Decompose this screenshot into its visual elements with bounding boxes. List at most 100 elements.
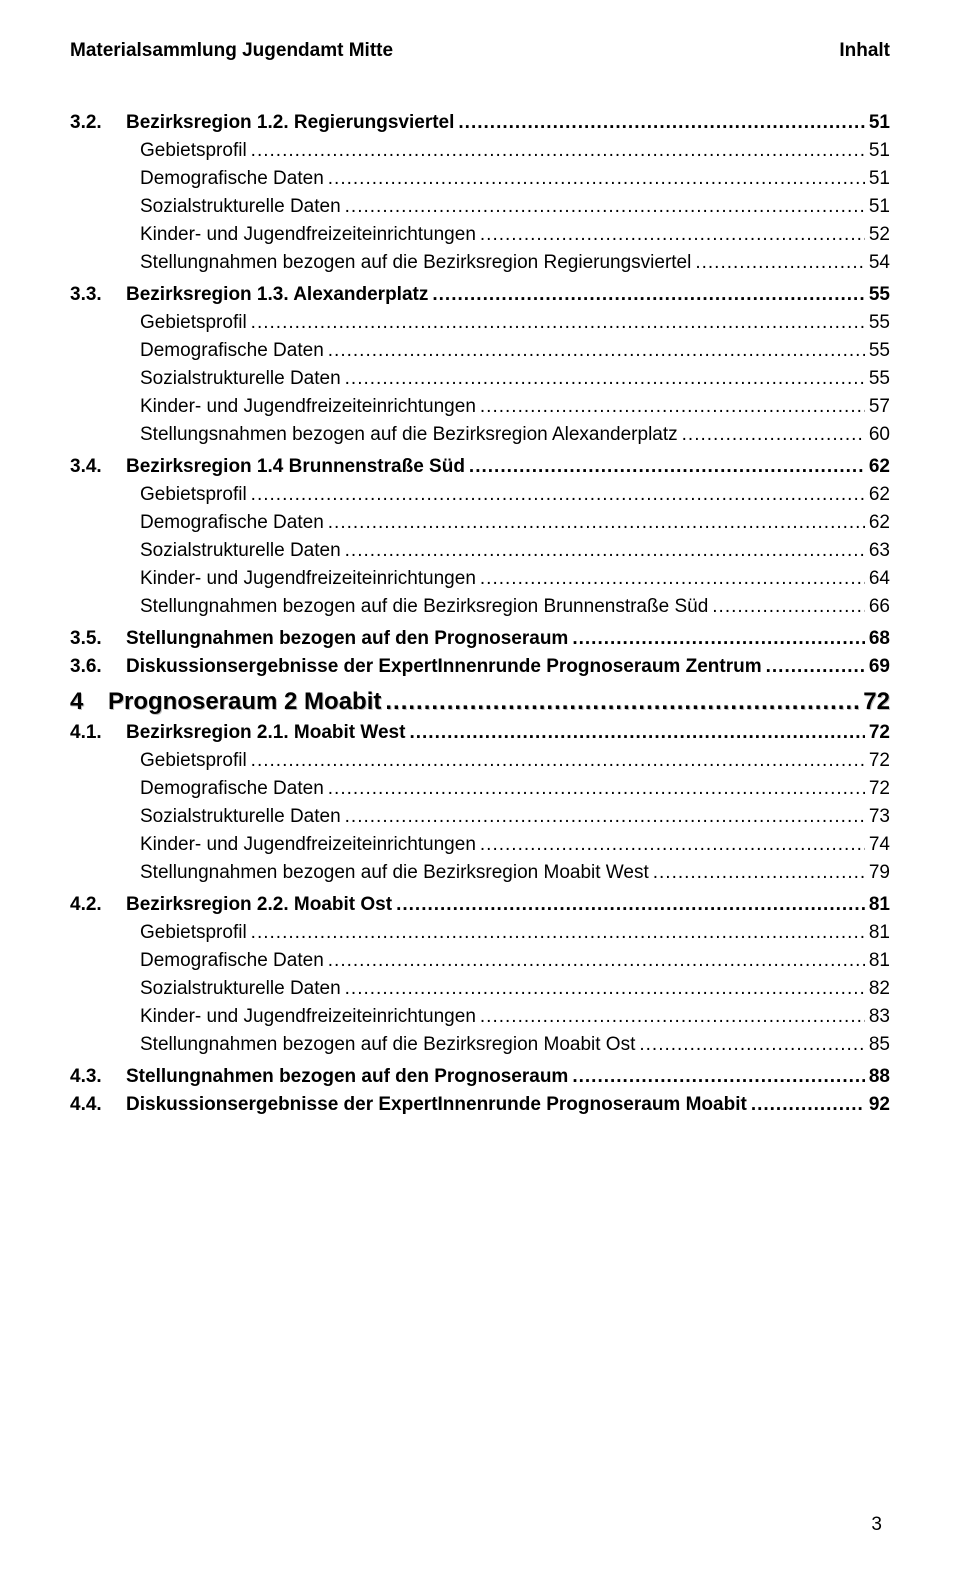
toc-entry-label: Sozialstrukturelle Daten	[140, 978, 341, 1000]
toc-entry-title: Stellungnahmen bezogen auf den Prognoser…	[126, 1066, 568, 1087]
toc-entry-page: 69	[869, 656, 890, 678]
toc-entry-page: 66	[869, 596, 890, 618]
toc-leader	[480, 834, 865, 856]
toc-entry-page: 72	[869, 750, 890, 772]
toc-leader	[251, 922, 865, 944]
toc-entry: 4.1.Bezirksregion 2.1. Moabit West 72	[70, 722, 890, 744]
toc-entry-title: Demografische Daten	[140, 950, 324, 971]
toc-entry-title: Sozialstrukturelle Daten	[140, 978, 341, 999]
toc-entry-title: Gebietsprofil	[140, 312, 247, 333]
toc-entry-page: 81	[869, 922, 890, 944]
toc-entry: 4.2.Bezirksregion 2.2. Moabit Ost 81	[70, 894, 890, 916]
toc-entry-page: 88	[869, 1066, 890, 1088]
toc-entry-page: 62	[869, 484, 890, 506]
toc-entry: 4.3.Stellungnahmen bezogen auf den Progn…	[70, 1066, 890, 1088]
toc-entry: Gebietsprofil 62	[140, 484, 890, 506]
toc-entry-label: 3.3.Bezirksregion 1.3. Alexanderplatz	[70, 284, 428, 306]
toc-entry: Stellungnahmen bezogen auf die Bezirksre…	[140, 252, 890, 274]
toc-entry-label: Stellungnahmen bezogen auf die Bezirksre…	[140, 862, 649, 884]
toc-entry-page: 72	[869, 778, 890, 800]
toc-entry-title: Sozialstrukturelle Daten	[140, 196, 341, 217]
toc-entry: Stellungnahmen bezogen auf die Bezirksre…	[140, 862, 890, 884]
toc-entry-title: Demografische Daten	[140, 168, 324, 189]
toc-entry-title: Gebietsprofil	[140, 750, 247, 771]
toc-entry-label: Kinder- und Jugendfreizeiteinrichtungen	[140, 568, 476, 590]
toc-entry-label: Gebietsprofil	[140, 922, 247, 944]
toc-leader	[572, 628, 865, 650]
toc-entry-label: Gebietsprofil	[140, 312, 247, 334]
toc-entry: Kinder- und Jugendfreizeiteinrichtungen …	[140, 568, 890, 590]
toc-entry-title: Bezirksregion 2.1. Moabit West	[126, 722, 405, 743]
toc-entry-page: 81	[869, 950, 890, 972]
toc-entry-title: Stellungnahmen bezogen auf den Prognoser…	[126, 628, 568, 649]
toc-entry: Gebietsprofil 81	[140, 922, 890, 944]
toc-entry-page: 72	[869, 722, 890, 744]
toc-entry-page: 81	[869, 894, 890, 916]
toc-leader	[639, 1034, 865, 1056]
toc-leader	[251, 484, 865, 506]
header-left: Materialsammlung Jugendamt Mitte	[70, 40, 393, 62]
toc-entry-label: Kinder- und Jugendfreizeiteinrichtungen	[140, 396, 476, 418]
toc-entry-title: Bezirksregion 1.4 Brunnenstraße Süd	[126, 456, 465, 477]
toc-entry-page: 73	[869, 806, 890, 828]
toc-leader	[385, 688, 859, 716]
toc-entry-page: 51	[869, 140, 890, 162]
toc-entry-label: Stellungnahmen bezogen auf die Bezirksre…	[140, 596, 708, 618]
toc-leader	[251, 312, 865, 334]
toc-entry: 3.3.Bezirksregion 1.3. Alexanderplatz 55	[70, 284, 890, 306]
toc-leader	[766, 656, 865, 678]
toc-entry-label: 3.6.Diskussionsergebnisse der ExpertInne…	[70, 656, 762, 678]
toc-entry-number: 4.1.	[70, 722, 126, 744]
toc-entry-page: 79	[869, 862, 890, 884]
table-of-contents: 3.2.Bezirksregion 1.2. Regierungsviertel…	[70, 112, 890, 1116]
toc-entry: Kinder- und Jugendfreizeiteinrichtungen …	[140, 834, 890, 856]
toc-entry-title: Bezirksregion 1.2. Regierungsviertel	[126, 112, 454, 133]
toc-entry: Sozialstrukturelle Daten 73	[140, 806, 890, 828]
toc-entry-label: Gebietsprofil	[140, 750, 247, 772]
toc-entry: Sozialstrukturelle Daten 82	[140, 978, 890, 1000]
toc-leader	[712, 596, 865, 618]
toc-entry-page: 52	[869, 224, 890, 246]
toc-entry-title: Gebietsprofil	[140, 484, 247, 505]
toc-entry-label: Demografische Daten	[140, 168, 324, 190]
toc-entry-label: Sozialstrukturelle Daten	[140, 540, 341, 562]
toc-entry-title: Kinder- und Jugendfreizeiteinrichtungen	[140, 568, 476, 589]
toc-entry-page: 55	[869, 340, 890, 362]
toc-entry-label: Gebietsprofil	[140, 140, 247, 162]
toc-leader	[328, 168, 865, 190]
toc-leader	[409, 722, 864, 744]
toc-entry-page: 51	[869, 112, 890, 134]
toc-leader	[751, 1094, 865, 1116]
toc-leader	[480, 568, 865, 590]
toc-entry-label: 4Prognoseraum 2 Moabit	[70, 688, 381, 716]
toc-entry-title: Sozialstrukturelle Daten	[140, 368, 341, 389]
toc-entry-page: 74	[869, 834, 890, 856]
toc-entry: Sozialstrukturelle Daten 55	[140, 368, 890, 390]
toc-entry: Sozialstrukturelle Daten 63	[140, 540, 890, 562]
toc-leader	[480, 224, 865, 246]
toc-entry-number: 4.3.	[70, 1066, 126, 1088]
toc-entry-title: Sozialstrukturelle Daten	[140, 540, 341, 561]
toc-leader	[328, 950, 865, 972]
toc-leader	[469, 456, 865, 478]
toc-leader	[458, 112, 864, 134]
toc-entry-page: 62	[869, 512, 890, 534]
toc-leader	[432, 284, 865, 306]
toc-leader	[653, 862, 865, 884]
toc-entry: Kinder- und Jugendfreizeiteinrichtungen …	[140, 224, 890, 246]
toc-leader	[345, 368, 865, 390]
toc-leader	[396, 894, 865, 916]
toc-leader	[251, 750, 865, 772]
toc-entry: Gebietsprofil 51	[140, 140, 890, 162]
toc-entry-label: Demografische Daten	[140, 340, 324, 362]
toc-entry-page: 82	[869, 978, 890, 1000]
toc-entry-label: 4.2.Bezirksregion 2.2. Moabit Ost	[70, 894, 392, 916]
toc-entry-label: Gebietsprofil	[140, 484, 247, 506]
toc-leader	[682, 424, 865, 446]
toc-entry-label: Kinder- und Jugendfreizeiteinrichtungen	[140, 224, 476, 246]
toc-entry-title: Kinder- und Jugendfreizeiteinrichtungen	[140, 1006, 476, 1027]
toc-entry: Demografische Daten 55	[140, 340, 890, 362]
toc-entry-title: Kinder- und Jugendfreizeiteinrichtungen	[140, 396, 476, 417]
toc-entry: Stellungnahmen bezogen auf die Bezirksre…	[140, 1034, 890, 1056]
toc-entry-label: Sozialstrukturelle Daten	[140, 368, 341, 390]
